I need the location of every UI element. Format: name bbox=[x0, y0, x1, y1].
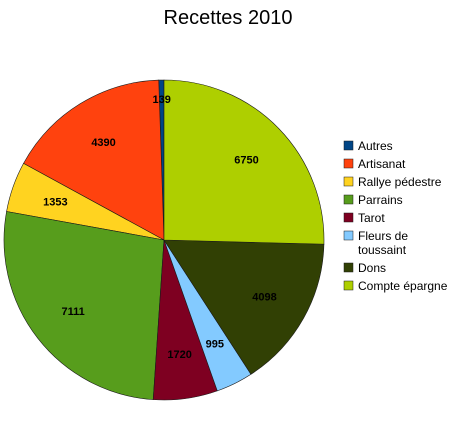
legend-swatch-fleurs-de-toussaint bbox=[343, 230, 354, 241]
pie-slices bbox=[3, 79, 325, 401]
legend-swatch-parrains bbox=[343, 194, 354, 205]
legend-label-fleurs-de-toussaint-line-2: toussaint bbox=[358, 243, 407, 257]
legend-label-compte-epargne: Compte épargne bbox=[358, 279, 448, 293]
value-label-parrains: 7111 bbox=[62, 306, 85, 318]
legend-label-dons: Dons bbox=[358, 261, 386, 275]
pie-slice-artisanat bbox=[23, 79, 165, 241]
value-label-tarot: 1720 bbox=[167, 349, 191, 361]
legend-swatch-compte-epargne bbox=[343, 280, 354, 291]
value-labels: 139 4390 1353 7111 1720 995 4098 6750 bbox=[43, 94, 277, 361]
legend-swatch-dons bbox=[343, 262, 354, 273]
legend-swatch-autres bbox=[343, 140, 354, 151]
legend-label-parrains: Parrains bbox=[358, 193, 403, 207]
value-label-rallye-pedestre: 1353 bbox=[43, 197, 67, 209]
value-label-autres: 139 bbox=[153, 94, 171, 106]
value-label-dons: 4098 bbox=[252, 291, 276, 303]
legend-swatch-tarot bbox=[343, 212, 354, 223]
legend-swatch-rallye-pedestre bbox=[343, 176, 354, 187]
pie-slice-parrains bbox=[3, 211, 165, 400]
value-label-artisanat: 4390 bbox=[91, 137, 115, 149]
legend-label-autres: Autres bbox=[358, 139, 393, 153]
pie-slice-dons bbox=[163, 239, 325, 375]
legend-label-fleurs-de-toussaint-line-1: Fleurs de bbox=[358, 229, 408, 243]
chart-title: Recettes 2010 bbox=[164, 7, 293, 29]
legend-label-artisanat: Artisanat bbox=[358, 157, 406, 171]
pie-slice-compte-epargne bbox=[163, 79, 325, 245]
value-label-fleurs-de-toussaint: 995 bbox=[206, 338, 224, 350]
legend-swatch-artisanat bbox=[343, 158, 354, 169]
legend-label-tarot: Tarot bbox=[358, 211, 385, 225]
value-label-compte-epargne: 6750 bbox=[234, 155, 258, 167]
legend-label-rallye-pedestre: Rallye pédestre bbox=[358, 175, 442, 189]
legend: Autres Artisanat Rallye pédestre Parrains Ta… bbox=[343, 139, 448, 293]
